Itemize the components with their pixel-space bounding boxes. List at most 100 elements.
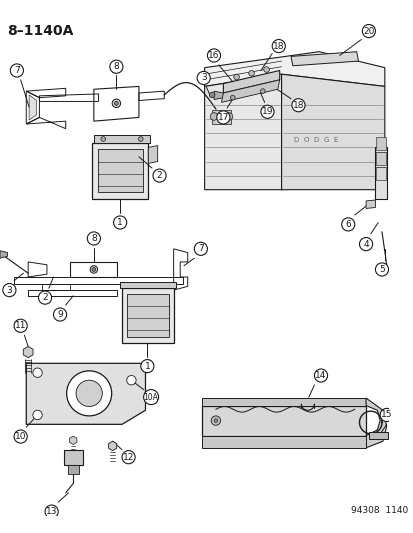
- Polygon shape: [64, 450, 83, 465]
- Circle shape: [92, 268, 95, 271]
- Circle shape: [214, 419, 217, 423]
- Circle shape: [209, 92, 214, 98]
- Polygon shape: [223, 70, 279, 93]
- Polygon shape: [290, 52, 358, 66]
- Text: 7: 7: [197, 244, 203, 253]
- Circle shape: [14, 430, 27, 443]
- Polygon shape: [214, 91, 223, 100]
- Polygon shape: [29, 95, 36, 120]
- Bar: [375, 167, 385, 180]
- Text: 13: 13: [46, 507, 57, 516]
- Polygon shape: [204, 74, 281, 190]
- Circle shape: [87, 232, 100, 245]
- Circle shape: [122, 450, 135, 464]
- Circle shape: [66, 371, 112, 416]
- Circle shape: [379, 408, 392, 422]
- Circle shape: [225, 112, 232, 120]
- Circle shape: [33, 410, 42, 419]
- Circle shape: [90, 266, 97, 273]
- Text: E: E: [333, 137, 337, 143]
- Polygon shape: [92, 143, 148, 199]
- Text: 4: 4: [362, 240, 368, 248]
- Circle shape: [291, 99, 304, 112]
- Polygon shape: [126, 294, 169, 337]
- Text: 2: 2: [42, 293, 48, 302]
- Bar: [375, 148, 386, 199]
- Circle shape: [207, 49, 220, 62]
- Text: 8: 8: [113, 62, 119, 71]
- Text: 11: 11: [15, 321, 26, 330]
- Bar: [375, 152, 385, 165]
- Polygon shape: [94, 135, 150, 143]
- Polygon shape: [368, 432, 387, 439]
- Circle shape: [101, 136, 105, 141]
- Polygon shape: [201, 406, 365, 435]
- Text: 94308  1140: 94308 1140: [350, 506, 407, 515]
- Polygon shape: [148, 146, 157, 164]
- Polygon shape: [221, 80, 279, 102]
- Polygon shape: [204, 52, 384, 86]
- Circle shape: [260, 105, 273, 118]
- Circle shape: [14, 319, 27, 333]
- Polygon shape: [0, 251, 7, 258]
- Circle shape: [358, 238, 372, 251]
- Circle shape: [341, 218, 354, 231]
- Text: 8: 8: [91, 234, 97, 243]
- Circle shape: [233, 74, 239, 80]
- Circle shape: [271, 39, 285, 53]
- Polygon shape: [26, 364, 145, 424]
- Circle shape: [76, 380, 102, 407]
- Text: 1: 1: [144, 361, 150, 370]
- Text: D: D: [313, 137, 318, 143]
- Text: 16: 16: [208, 51, 219, 60]
- Text: 8–1140A: 8–1140A: [7, 23, 74, 37]
- Polygon shape: [365, 200, 375, 208]
- Polygon shape: [211, 110, 230, 124]
- Circle shape: [143, 390, 158, 405]
- Text: 10A: 10A: [143, 393, 158, 401]
- Polygon shape: [281, 74, 384, 190]
- Text: 3: 3: [200, 74, 206, 83]
- Text: D: D: [292, 137, 298, 143]
- Circle shape: [114, 101, 118, 105]
- Circle shape: [38, 291, 52, 304]
- Circle shape: [140, 360, 154, 373]
- Text: 12: 12: [123, 453, 134, 462]
- Text: O: O: [303, 137, 308, 143]
- Polygon shape: [201, 435, 365, 448]
- Circle shape: [210, 112, 217, 120]
- Circle shape: [138, 136, 143, 141]
- Text: 5: 5: [378, 265, 384, 274]
- Bar: [375, 137, 385, 150]
- Circle shape: [153, 169, 166, 182]
- Text: 15: 15: [380, 410, 392, 419]
- Circle shape: [3, 284, 16, 297]
- Polygon shape: [122, 288, 173, 343]
- Text: 10: 10: [15, 432, 26, 441]
- Circle shape: [197, 71, 210, 85]
- Polygon shape: [120, 281, 176, 288]
- Polygon shape: [97, 149, 142, 192]
- Circle shape: [248, 70, 254, 76]
- Circle shape: [33, 368, 42, 377]
- Circle shape: [216, 111, 229, 124]
- Circle shape: [263, 67, 269, 72]
- Circle shape: [211, 416, 220, 425]
- Circle shape: [230, 95, 235, 100]
- Text: 19: 19: [261, 107, 273, 116]
- Text: G: G: [323, 137, 328, 143]
- Circle shape: [45, 505, 58, 518]
- Circle shape: [314, 369, 327, 382]
- Circle shape: [10, 64, 24, 77]
- Circle shape: [53, 308, 66, 321]
- Circle shape: [375, 263, 388, 276]
- Circle shape: [113, 216, 126, 229]
- Text: 20: 20: [362, 27, 374, 36]
- Text: 9: 9: [57, 310, 63, 319]
- Text: 2: 2: [157, 171, 162, 180]
- Circle shape: [260, 89, 264, 93]
- Polygon shape: [201, 398, 365, 406]
- Polygon shape: [365, 398, 386, 448]
- Text: 6: 6: [344, 220, 350, 229]
- Circle shape: [361, 25, 375, 38]
